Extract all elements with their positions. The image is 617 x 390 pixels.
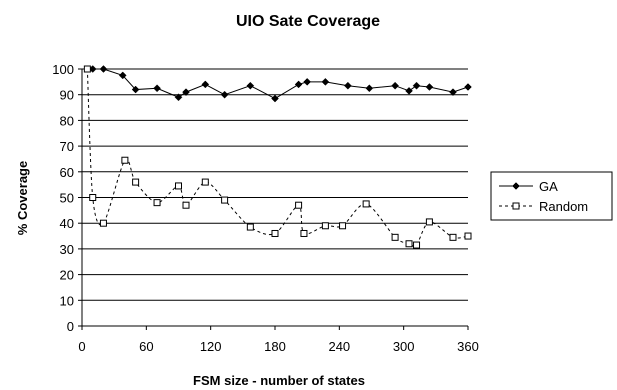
y-tick-label: 20	[60, 268, 74, 283]
y-tick-label: 10	[60, 293, 74, 308]
legend-marker	[512, 202, 520, 210]
legend-marker	[512, 182, 520, 190]
data-point-random	[449, 233, 457, 241]
x-tick-label: 180	[264, 339, 286, 354]
data-point-ga	[220, 90, 229, 99]
data-point-random	[153, 199, 161, 207]
data-point-random	[99, 219, 107, 227]
data-point-random	[362, 200, 370, 208]
data-point-ga	[294, 80, 303, 89]
data-point-ga	[118, 71, 127, 80]
data-point-ga	[425, 83, 434, 91]
legend-item-random: Random	[499, 199, 588, 214]
data-point-random	[89, 194, 97, 201]
data-point-ga	[246, 81, 255, 90]
series-layer	[83, 65, 472, 249]
data-point-random	[464, 232, 472, 240]
data-point-ga	[271, 94, 279, 103]
data-point-random	[271, 229, 279, 237]
y-tick-label: 50	[60, 191, 74, 206]
axes	[78, 68, 469, 330]
y-tick-labels: 0 10 20 30 40 50 60 70 80 90 100	[52, 62, 74, 334]
data-point-ga	[449, 88, 457, 96]
legend-label: GA	[539, 179, 558, 194]
y-tick-label: 80	[60, 113, 74, 128]
data-point-random	[295, 201, 303, 209]
data-point-ga	[201, 80, 210, 89]
data-point-ga	[365, 84, 374, 93]
y-tick-label: 60	[60, 165, 74, 180]
data-point-random	[121, 156, 129, 164]
data-point-random	[182, 201, 190, 209]
y-tick-label: 0	[67, 319, 74, 334]
x-tick-label: 0	[78, 339, 85, 354]
data-point-ga	[182, 88, 190, 96]
chart-title: UIO Sate Coverage	[236, 13, 380, 30]
series-ga	[83, 65, 472, 103]
x-tick-label: 240	[328, 339, 350, 354]
data-point-random	[83, 65, 91, 73]
y-axis-label: % Coverage	[15, 161, 30, 235]
data-point-random	[413, 241, 421, 249]
data-point-ga	[153, 84, 161, 93]
data-point-ga	[174, 93, 183, 102]
data-point-random	[391, 233, 399, 241]
series-random	[83, 65, 472, 249]
data-point-random	[405, 240, 413, 248]
data-point-random	[175, 182, 182, 190]
y-tick-label: 90	[60, 88, 74, 103]
x-tick-label: 120	[200, 339, 222, 354]
series-line-random	[86, 68, 469, 247]
y-tick-label: 100	[52, 62, 74, 77]
legend-item-ga: GA	[499, 179, 558, 194]
data-point-random	[246, 223, 254, 231]
data-point-ga	[405, 86, 413, 95]
data-point-random	[425, 218, 433, 226]
x-axis-label: FSM size - number of states	[193, 373, 365, 388]
data-point-ga	[131, 85, 140, 94]
y-tick-label: 30	[60, 242, 74, 257]
series-line-ga	[87, 68, 469, 100]
data-point-ga	[391, 81, 399, 90]
data-point-random	[201, 178, 209, 186]
data-point-random	[300, 229, 308, 237]
legend-box	[490, 171, 613, 221]
y-tick-label: 70	[60, 139, 74, 154]
x-tick-label: 300	[393, 339, 415, 354]
y-tick-label: 40	[60, 216, 74, 231]
data-point-ga	[344, 81, 352, 90]
data-point-random	[321, 222, 329, 230]
x-tick-label: 360	[457, 339, 479, 354]
data-point-ga	[99, 65, 108, 73]
legend: GA Random	[490, 171, 613, 221]
legend-label: Random	[539, 199, 588, 214]
data-point-random	[339, 222, 347, 230]
data-point-ga	[464, 83, 472, 91]
data-point-ga	[412, 81, 421, 90]
x-tick-label: 60	[139, 339, 153, 354]
grid	[82, 68, 468, 301]
x-tick-labels: 0 60 120 180 240 300 360	[78, 339, 478, 354]
data-point-random	[221, 196, 229, 204]
data-point-ga	[303, 77, 312, 86]
data-point-random	[132, 178, 140, 186]
data-point-ga	[321, 77, 330, 86]
